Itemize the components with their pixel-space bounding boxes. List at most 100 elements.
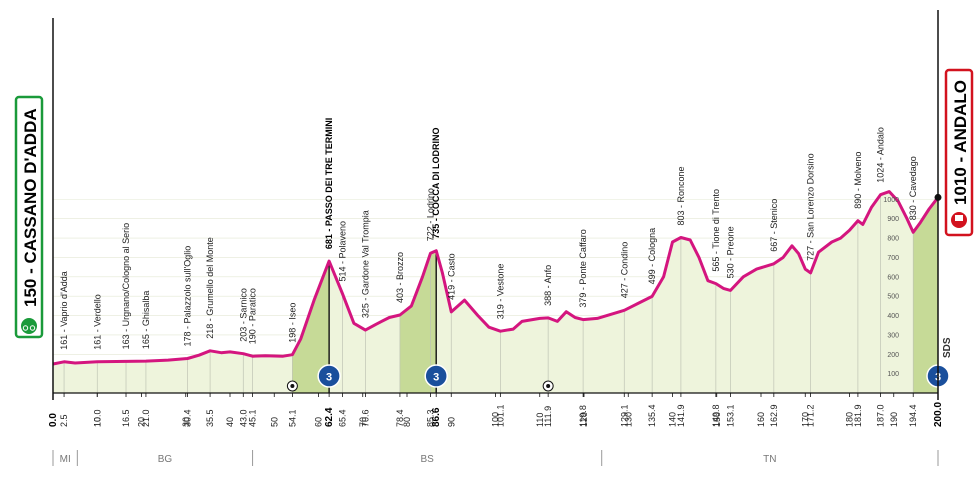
region-label: TN <box>763 454 776 465</box>
km-tick-label: 0.0 <box>48 413 59 427</box>
km-tick-label: 62.4 <box>324 407 335 427</box>
place-label: 403 - Brozzo <box>395 252 405 303</box>
km-tick-label: 70.6 <box>360 409 370 427</box>
start-bike-icon <box>21 318 37 334</box>
km-tick-label: 100 <box>491 412 501 427</box>
start-box <box>14 95 44 339</box>
climb-fill <box>913 197 938 393</box>
region-label: BS <box>420 454 434 465</box>
place-label: 325 - Gardone Val Trompia <box>360 210 370 318</box>
place-label: 830 - Cavedago <box>908 156 918 220</box>
place-label: 218 - Grumello del Monte <box>205 237 215 339</box>
elevation-tick-label: 600 <box>887 274 899 281</box>
km-tick-label: 70 <box>358 417 368 427</box>
km-tick-label: 65.4 <box>337 409 347 427</box>
km-tick-label: 180 <box>845 412 855 427</box>
km-tick-label: 35.5 <box>205 409 215 427</box>
place-label: 530 - Preone <box>726 226 736 278</box>
finish-label: 1010 - ANDALO <box>951 80 970 205</box>
km-tick-label: 2.5 <box>59 414 69 427</box>
km-tick-label: 110 <box>535 413 545 427</box>
km-tick-label: 43.0 <box>238 409 248 427</box>
elevation-tick-label: 900 <box>887 216 899 223</box>
km-tick-label: 119.8 <box>578 405 588 427</box>
km-tick-label: 140 <box>668 412 678 427</box>
km-tick-label: 20 <box>137 417 147 427</box>
km-tick-label: 153.1 <box>726 404 736 427</box>
place-labels: 161 - Vaprio d'Adda 161 - Verdello 163 - U… <box>59 118 918 350</box>
climb-segments <box>292 197 938 393</box>
km-tick-label: 170 <box>800 412 810 427</box>
km-tick-label: 50 <box>269 417 279 427</box>
place-label: 803 - Roncone <box>676 166 686 225</box>
climb-category-label: 3 <box>433 372 439 384</box>
km-tick-label: 78.4 <box>395 409 405 427</box>
place-label: 165 - Ghisalba <box>141 291 151 350</box>
sds-label: SDS <box>942 337 953 358</box>
km-tick-label: 16.5 <box>121 409 131 427</box>
elevation-tick-label: 100 <box>887 371 899 378</box>
place-label: 727 - San Lorenzo Dorsino <box>806 153 816 261</box>
intermediate-marker-dot-icon <box>546 384 551 388</box>
elevation-tick-label: 700 <box>887 255 899 262</box>
km-tick-label: 80 <box>402 417 412 427</box>
km-tick-label: 141.9 <box>676 404 686 427</box>
place-label: 319 - Vestone <box>495 264 505 320</box>
climb-fill <box>399 250 437 393</box>
place-label: 388 - Anfo <box>543 265 553 306</box>
km-tick-label: 187.0 <box>876 404 886 427</box>
km-tick-label: 130 <box>623 412 633 427</box>
place-label: 379 - Ponte Caffaro <box>578 229 588 307</box>
climb-category-badge <box>317 364 341 388</box>
km-tick-label: 200.0 <box>933 402 944 427</box>
km-tick-label: 149.8 <box>711 404 721 427</box>
place-label: 161 - Verdello <box>92 294 102 350</box>
km-tick-label: 111.9 <box>543 406 553 427</box>
start-bike-wheel-icon <box>29 325 36 331</box>
place-label: 178 - Palazzolo sull'Oglio <box>183 246 193 347</box>
km-tick-label: 54.1 <box>287 409 297 427</box>
profile-fill <box>53 191 938 393</box>
region-label: BG <box>158 454 173 465</box>
km-tick-label: 45.1 <box>248 409 258 427</box>
finish-flag-cloth-icon <box>955 215 963 221</box>
km-tick-label: 10 <box>92 417 102 427</box>
place-label: 890 - Molveno <box>853 152 863 209</box>
finish-box <box>944 68 974 237</box>
elevation-tick-label: 400 <box>887 313 899 320</box>
place-label: 722 - Lodrino <box>426 188 436 241</box>
km-tick-label: 171.2 <box>806 404 816 427</box>
km-tick-label: 181.9 <box>853 404 863 427</box>
profile-area <box>53 191 938 393</box>
region-bar: MI BG BS TN <box>52 450 939 466</box>
start-label: 150 - CASSANO D'ADDA <box>21 108 40 307</box>
place-label: 499 - Cologna <box>647 228 657 285</box>
elevation-tick-label: 300 <box>887 332 899 339</box>
region-label: MI <box>60 454 71 465</box>
place-label: 735 - COCCA DI LODRINO <box>431 128 441 239</box>
km-tick-label: 90 <box>446 417 456 427</box>
km-tick-label: 150 <box>712 412 722 427</box>
elevation-tick-label: 800 <box>887 236 899 243</box>
place-label: 565 - Tione di Trento <box>711 189 721 272</box>
profile-line <box>52 190 940 366</box>
km-tick-label: 60 <box>314 417 324 427</box>
climb-category-badge <box>424 364 448 388</box>
place-label: 667 - Stenico <box>769 199 779 252</box>
start-bike-wheel-icon <box>22 325 29 331</box>
km-tick-label: 10.0 <box>92 409 102 427</box>
km-tick-label: 101.1 <box>495 404 505 427</box>
place-label: 163 - Urgnano/Cologno al Serio <box>121 223 131 350</box>
km-tick-label: 120 <box>579 412 589 427</box>
climb-fill <box>292 261 330 393</box>
place-label: 427 - Condino <box>619 242 629 299</box>
climb-category-label: 3 <box>326 372 332 384</box>
km-tick-label: 190 <box>889 412 899 427</box>
km-tick-label: 30.4 <box>183 409 193 427</box>
km-tick-label: 86.6 <box>431 407 442 427</box>
km-tick-label: 21.0 <box>141 409 151 427</box>
place-label: 419 - Casto <box>446 253 456 300</box>
place-label: 161 - Vaprio d'Adda <box>59 271 69 350</box>
